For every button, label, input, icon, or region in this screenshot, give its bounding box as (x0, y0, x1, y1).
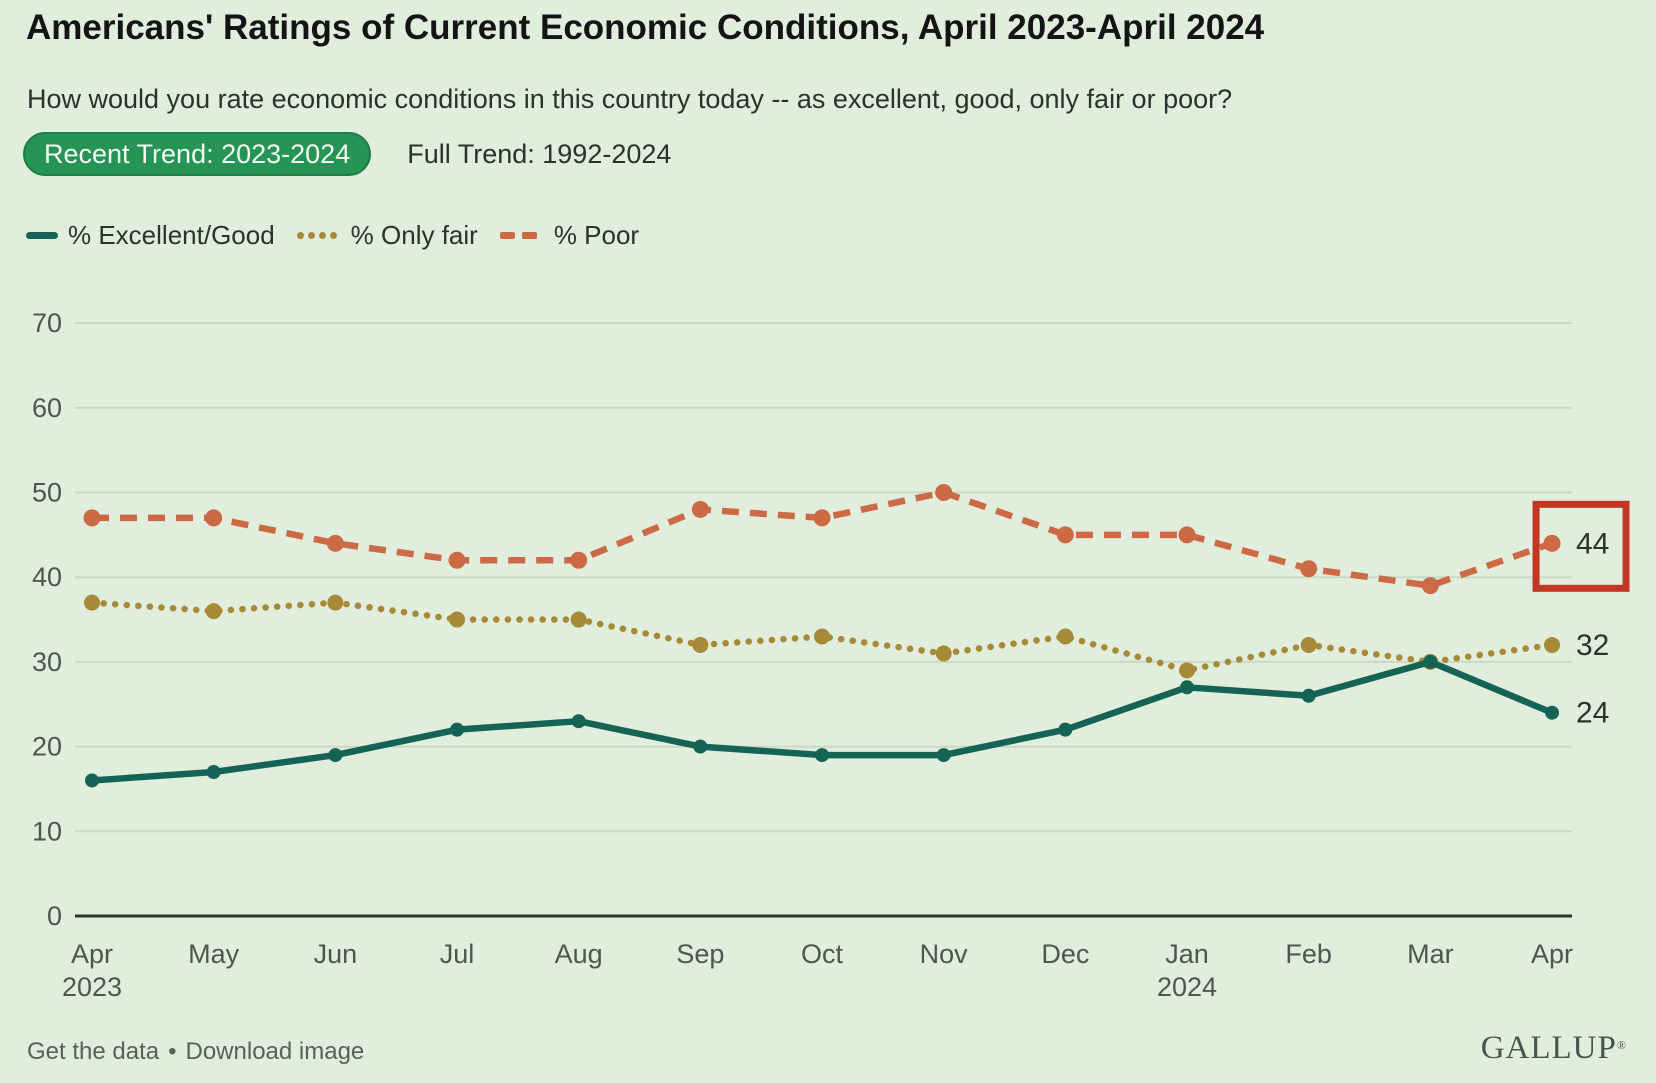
data-point (206, 765, 221, 780)
x-tick-label: Feb (1285, 939, 1332, 969)
data-point (1301, 688, 1316, 703)
legend-item: % Poor (499, 220, 640, 251)
data-point (1056, 526, 1074, 544)
download-image-link[interactable]: Download image (185, 1038, 365, 1065)
gallup-logo: GALLUP® (1481, 1030, 1627, 1067)
data-point (449, 611, 466, 628)
trend-tabs: Recent Trend: 2023-2024 Full Trend: 1992… (23, 132, 671, 176)
data-point (692, 636, 709, 653)
series-line-dashed (92, 489, 1554, 589)
y-tick-label: 30 (32, 647, 62, 677)
y-tick-label: 10 (32, 816, 62, 846)
x-tick-label: Nov (920, 939, 969, 969)
data-point (1058, 722, 1073, 737)
legend-swatch-dotted (296, 232, 341, 239)
data-point (1544, 636, 1561, 653)
x-tick-label: Jul (440, 939, 475, 969)
legend-label: % Only fair (350, 220, 478, 250)
data-point (935, 484, 953, 501)
legend-label: % Poor (553, 220, 640, 250)
x-tick-year-label: 2023 (62, 972, 122, 1002)
chart-question-subtitle: How would you rate economic conditions i… (27, 84, 1233, 114)
data-point (815, 748, 830, 763)
data-point (1300, 560, 1318, 578)
x-tick-label: May (188, 939, 240, 969)
legend-swatch-solid (26, 232, 58, 239)
data-point (1057, 628, 1074, 645)
data-point (84, 594, 100, 611)
x-tick-label: Jun (314, 939, 358, 969)
data-point (328, 748, 343, 763)
data-point (83, 509, 101, 527)
footer-separator: • (168, 1038, 177, 1065)
gallup-wordmark: GALLUP (1480, 1030, 1617, 1066)
data-point (1545, 705, 1560, 720)
legend-label: % Excellent/Good (68, 220, 275, 250)
legend-item: % Only fair (296, 220, 478, 251)
data-point (448, 551, 466, 569)
data-point (814, 628, 831, 645)
legend-item: % Excellent/Good (26, 220, 275, 251)
chart-legend: % Excellent/Good % Only fair % Poor (26, 220, 639, 251)
data-point (326, 534, 344, 552)
data-point (205, 603, 222, 620)
data-point (1180, 680, 1195, 695)
tab-recent-trend[interactable]: Recent Trend: 2023-2024 (23, 132, 372, 176)
series-end-label: 44 (1576, 527, 1609, 560)
x-tick-label: Oct (801, 939, 844, 969)
data-point (450, 722, 465, 737)
data-point (1300, 636, 1317, 653)
data-point (1543, 534, 1561, 552)
x-tick-label: Apr (1531, 939, 1573, 969)
data-point (693, 739, 708, 754)
series-end-label: 24 (1576, 697, 1609, 730)
tab-full-trend[interactable]: Full Trend: 1992-2024 (407, 139, 672, 169)
x-tick-label: Sep (676, 939, 724, 969)
y-tick-label: 40 (32, 562, 62, 592)
x-tick-label: Mar (1407, 939, 1454, 969)
y-tick-label: 60 (32, 393, 62, 423)
data-point (571, 714, 586, 729)
data-point (813, 509, 831, 527)
data-point (935, 645, 952, 662)
page-title: Americans' Ratings of Current Economic C… (26, 8, 1265, 47)
series-line-solid (88, 658, 1556, 784)
data-point (570, 551, 588, 569)
legend-swatch-dashed (499, 232, 544, 239)
data-point (1421, 577, 1439, 595)
x-tick-label: Apr (71, 939, 113, 969)
data-point (1178, 526, 1196, 544)
data-point (691, 500, 709, 518)
y-tick-label: 0 (47, 901, 62, 931)
y-tick-label: 20 (32, 732, 62, 762)
data-point (327, 594, 344, 611)
x-tick-label: Dec (1041, 939, 1089, 969)
x-tick-label: Jan (1165, 939, 1209, 969)
data-point (936, 748, 951, 763)
registered-mark: ® (1616, 1038, 1627, 1052)
y-tick-label: 50 (32, 478, 62, 508)
data-point (85, 773, 99, 788)
data-point (1179, 662, 1196, 679)
y-tick-label: 70 (32, 308, 62, 338)
data-point (205, 509, 223, 527)
chart-footer: Get the data • Download image (27, 1038, 364, 1066)
get-the-data-link[interactable]: Get the data (27, 1038, 160, 1065)
x-tick-year-label: 2024 (1157, 972, 1217, 1002)
data-point (570, 611, 587, 628)
highlight-box (1532, 500, 1630, 592)
series-end-label: 32 (1576, 629, 1609, 662)
data-point (1423, 654, 1438, 669)
x-tick-label: Aug (555, 939, 603, 969)
